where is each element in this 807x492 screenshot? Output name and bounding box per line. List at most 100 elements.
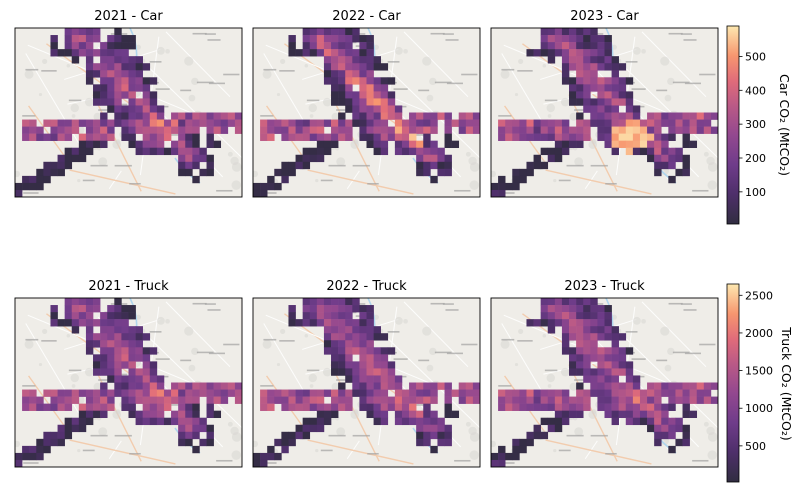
heat-cell [331,403,339,411]
basemap-label [168,404,187,406]
basemap-urban [429,77,437,86]
heat-cell [625,382,634,390]
heat-cell [359,340,367,348]
heat-cell [505,452,513,461]
basemap-urban [560,367,570,377]
heat-cell [323,77,332,85]
heat-cell [611,119,619,127]
heat-cell [121,389,129,397]
basemap-label [68,369,82,372]
heat-cell [199,424,207,433]
heat-cell [359,63,367,71]
basemap-label [25,338,39,341]
heat-cell [316,389,325,397]
basemap-urban [553,179,557,183]
heat-cell [338,354,346,362]
heat-cell [611,382,619,390]
heat-cell [632,112,641,120]
basemap-label [625,61,638,63]
basemap-urban [253,440,258,448]
heat-cell [64,403,73,411]
heat-cell [647,147,655,156]
heat-cell [185,154,193,163]
heat-cell [401,410,410,419]
heat-cell [331,28,339,36]
heat-cell [444,396,452,404]
heat-cell [366,42,374,50]
basemap-label [223,343,240,346]
basemap-label [260,115,274,117]
heat-cell [114,340,122,348]
heat-cell [611,126,619,134]
heat-cell [611,417,619,426]
basemap-label [192,32,207,35]
heat-cell [331,340,339,348]
heat-cell [380,63,389,71]
heat-cell [331,326,339,334]
heat-cell [540,431,549,440]
heat-cell [561,147,570,156]
basemap-urban [588,410,598,419]
heat-cell [604,326,612,334]
basemap-urban [336,427,346,437]
heat-cell [121,305,129,313]
heat-cell [316,396,325,404]
heat-cell [85,147,94,156]
heat-cell [540,133,549,141]
heat-cell [171,126,179,134]
heat-cell [632,105,641,113]
heat-cell [142,382,151,390]
basemap-label [180,89,192,92]
heat-cell [569,77,577,85]
basemap-label [387,331,400,333]
heat-cell [380,147,389,156]
heat-cell [423,382,431,390]
basemap-label [430,302,445,305]
basemap-label [155,88,170,90]
basemap-urban [469,432,480,442]
heat-cell [302,424,311,433]
heat-cell [149,105,158,113]
heat-cell [338,126,346,134]
heat-cell [576,403,584,411]
heat-cell [444,438,452,447]
basemap-label [328,434,346,437]
heat-cell [128,410,136,419]
heat-cell [519,126,527,134]
heat-cell [373,410,381,419]
heat-cell [661,424,669,433]
heat-cell [380,410,389,419]
heat-cell [309,42,318,50]
heat-cell [576,333,584,341]
heat-cell [121,56,129,64]
heat-cell [22,175,30,184]
heat-cell [373,91,381,99]
heat-cell [302,312,311,320]
heat-cell [100,56,108,64]
basemap-road [545,169,652,195]
basemap-urban [84,367,94,377]
heat-cell [227,389,236,397]
heat-cell [114,35,122,43]
heat-cell [611,375,619,383]
heat-cell [199,154,207,163]
basemap-label [129,452,141,455]
heat-cell [576,354,584,362]
basemap-label [499,192,515,194]
basemap-urban [188,364,196,372]
heat-cell [114,333,122,341]
heat-cell [85,305,94,313]
heat-cell [689,382,698,390]
heat-cell [36,126,44,134]
basemap-urban [703,151,709,157]
heat-cell [338,35,346,43]
heat-cell [373,56,381,64]
colorbar-truck-bar [726,283,740,483]
heat-cell [491,182,499,191]
heat-cell [526,403,534,411]
basemap-label [699,343,716,346]
heat-cell [338,361,346,369]
heat-cell [71,319,80,327]
heat-cell [323,305,332,313]
